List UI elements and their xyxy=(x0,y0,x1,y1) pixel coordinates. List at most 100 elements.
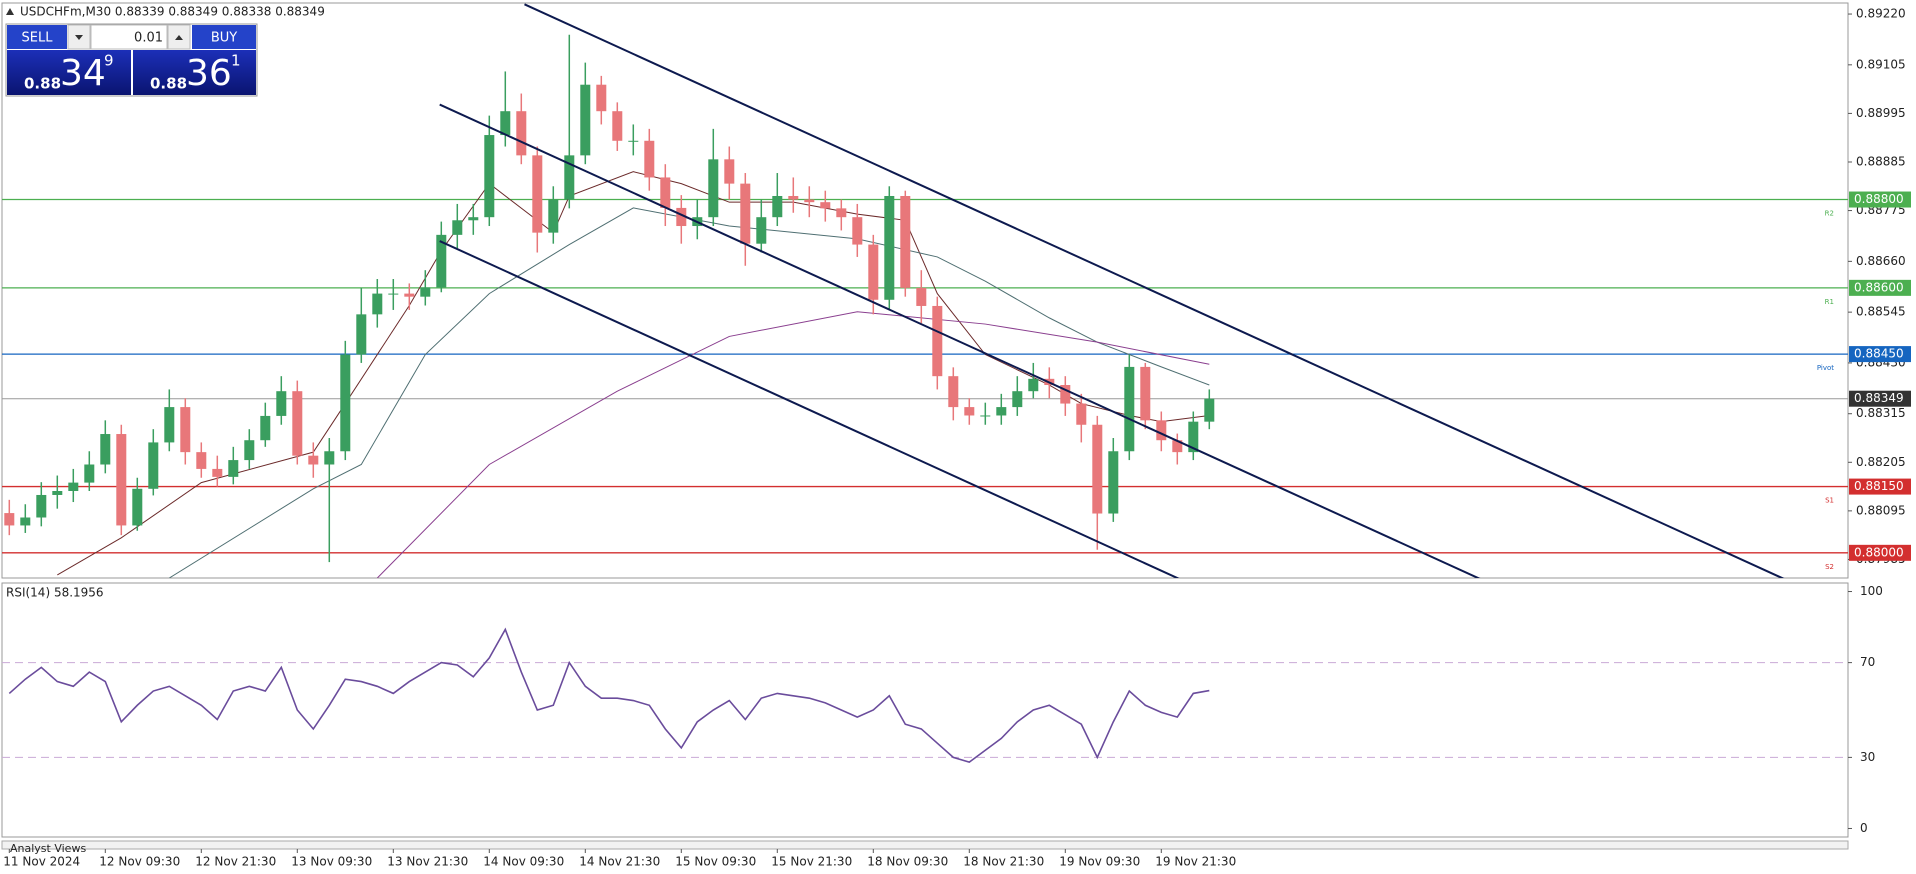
level-label: 0.88000 xyxy=(1854,545,1904,559)
lot-down-icon[interactable] xyxy=(75,35,83,40)
candle-body xyxy=(516,111,527,156)
y-tick-label: 0.88660 xyxy=(1856,254,1906,268)
candle-body xyxy=(1156,420,1167,441)
candle-body xyxy=(148,442,159,489)
candle-body xyxy=(1076,403,1087,425)
candle-body xyxy=(388,293,399,295)
quote-pips: 34 xyxy=(60,53,106,94)
footer-tab[interactable]: Analyst Views xyxy=(10,842,86,855)
candle-body xyxy=(308,455,319,465)
y-tick-label: 0 xyxy=(1860,821,1868,835)
candle-body xyxy=(228,460,239,477)
candle-body xyxy=(932,305,943,377)
y-tick-label: 0.89220 xyxy=(1856,7,1906,21)
quote-prefix: 0.88 xyxy=(24,75,61,93)
lot-up-icon[interactable] xyxy=(175,35,183,40)
quote-fraction: 1 xyxy=(231,52,241,70)
candle-body xyxy=(20,517,31,526)
candle-body xyxy=(788,195,799,200)
x-tick-label: 13 Nov 21:30 xyxy=(387,855,468,869)
candle-body xyxy=(164,407,175,443)
lot-value[interactable]: 0.01 xyxy=(134,31,163,46)
quote-fraction: 9 xyxy=(104,52,114,70)
y-tick-label: 0.88095 xyxy=(1856,503,1906,517)
level-name: S1 xyxy=(1825,497,1834,505)
y-tick-label: 70 xyxy=(1860,655,1875,669)
x-tick-label: 15 Nov 21:30 xyxy=(771,855,852,869)
candle-body xyxy=(548,199,559,233)
price-panel-frame xyxy=(1,2,1849,579)
level-name: S2 xyxy=(1825,563,1834,571)
sell-quote[interactable] xyxy=(7,50,131,95)
x-tick-label: 18 Nov 09:30 xyxy=(867,855,948,869)
trend-line xyxy=(439,240,1180,578)
x-tick-label: 14 Nov 21:30 xyxy=(579,855,660,869)
candle-body xyxy=(980,415,991,417)
candle-body xyxy=(996,407,1007,416)
rsi-line xyxy=(8,627,1210,764)
level-label: 0.88450 xyxy=(1854,347,1904,361)
lot-input[interactable] xyxy=(90,24,168,50)
y-tick-label: 0.88545 xyxy=(1856,305,1906,319)
candle-body xyxy=(772,195,783,218)
buy-label[interactable]: BUY xyxy=(211,31,237,46)
x-tick-label: 13 Nov 09:30 xyxy=(291,855,372,869)
candle-body xyxy=(532,155,543,233)
candle-body xyxy=(964,407,975,416)
candle-body xyxy=(836,208,847,218)
candle-body xyxy=(36,494,47,518)
candle-body xyxy=(708,159,719,218)
candle-body xyxy=(292,391,303,456)
candle-body xyxy=(724,159,735,184)
candle-body xyxy=(356,314,367,355)
quote-prefix: 0.88 xyxy=(150,75,187,93)
candle-body xyxy=(612,111,623,141)
candle-body xyxy=(1188,421,1199,453)
level-box xyxy=(1849,191,1911,208)
candle-body xyxy=(916,287,927,306)
moving-average xyxy=(376,311,1210,578)
level-label: 0.88150 xyxy=(1854,479,1904,493)
sell-button[interactable] xyxy=(7,25,67,49)
candle-body xyxy=(84,464,95,483)
level-label: 0.88600 xyxy=(1854,280,1904,294)
axis-labels: 0.892200.891050.889950.888850.887750.886… xyxy=(3,7,1911,869)
candle-body xyxy=(404,293,415,297)
candle-body xyxy=(52,490,63,495)
sell-label[interactable]: SELL xyxy=(22,31,54,46)
panel-title: RSI(14) 58.1956 xyxy=(6,586,104,600)
candle-body xyxy=(580,84,591,156)
candle-body xyxy=(884,195,895,300)
trend-line xyxy=(439,103,1481,578)
level-name: R2 xyxy=(1825,210,1834,218)
candle-body xyxy=(324,451,335,465)
y-tick-label: 30 xyxy=(1860,750,1875,764)
y-tick-label: 0.88885 xyxy=(1856,154,1906,168)
price-plot: R2 R1 Pivot S1 S2 xyxy=(2,3,1848,578)
candle-body xyxy=(596,84,607,112)
y-tick-label: 0.88205 xyxy=(1856,455,1906,469)
candle-body xyxy=(660,177,671,208)
level-box xyxy=(1849,478,1911,495)
candle-body xyxy=(1108,451,1119,514)
y-tick-label: 0.89105 xyxy=(1856,57,1906,71)
candle-body xyxy=(340,354,351,452)
y-tick-label: 0.88315 xyxy=(1856,406,1906,420)
candle-body xyxy=(820,202,831,209)
candle-body xyxy=(68,482,79,491)
level-box xyxy=(1849,544,1911,561)
candle-body xyxy=(564,155,575,200)
candle-body xyxy=(868,244,879,300)
candle-body xyxy=(1092,424,1103,514)
quote-pips: 36 xyxy=(186,53,232,94)
level-name: R1 xyxy=(1825,298,1834,306)
candle-body xyxy=(468,217,479,221)
candle-body xyxy=(276,391,287,416)
level-box xyxy=(1849,279,1911,296)
buy-button[interactable] xyxy=(192,25,256,49)
candle-body xyxy=(4,513,15,526)
level-name: Pivot xyxy=(1817,364,1834,372)
buy-quote[interactable] xyxy=(133,50,256,95)
collapse-icon[interactable] xyxy=(6,8,14,15)
candle-body xyxy=(948,376,959,408)
